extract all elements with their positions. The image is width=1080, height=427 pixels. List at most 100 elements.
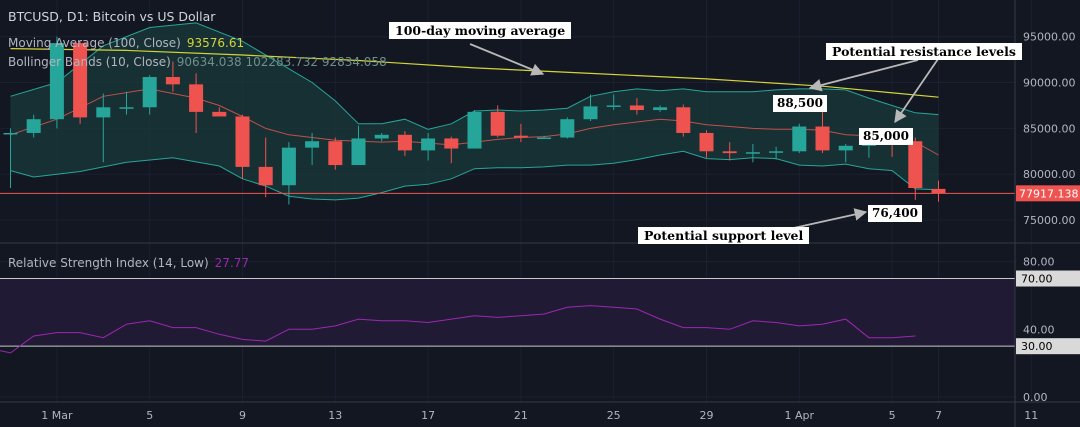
candle-body-1 <box>26 119 41 133</box>
candle-2 <box>49 36 64 129</box>
ma-legend-value: 93576.61 <box>186 36 245 50</box>
arrow-ma100 <box>469 43 545 76</box>
resistance-88500-label: 88,500 <box>773 95 827 112</box>
time-tick-label: 29 <box>700 409 714 422</box>
candle-11 <box>258 137 273 198</box>
rsi-legend-value: 27.77 <box>214 256 250 270</box>
candle-body-36 <box>838 145 853 151</box>
price-tick-label: 80000.00 <box>1023 168 1076 181</box>
rsi-legend: Relative Strength Index (14, Low) 27.77 <box>8 256 249 270</box>
candle-21 <box>490 105 505 138</box>
arrow-resistance-85000 <box>894 58 939 124</box>
candle-body-32 <box>745 152 760 154</box>
moving-average <box>10 48 939 98</box>
time-tick-label: 25 <box>607 409 621 422</box>
candle-body-30 <box>699 132 714 152</box>
candle-body-0 <box>3 132 18 135</box>
candle-28 <box>653 105 668 112</box>
time-tick-label: 5 <box>889 409 896 422</box>
candle-body-31 <box>722 151 737 154</box>
candle-17 <box>397 131 412 156</box>
rsi-line <box>0 305 916 354</box>
time-tick-label: 9 <box>239 409 246 422</box>
ma-legend-label: Moving Average (100, Close) <box>8 36 181 50</box>
rsi-level-tag-label: 70.00 <box>1021 273 1053 286</box>
candle-1 <box>26 114 41 138</box>
candle-body-28 <box>653 107 668 111</box>
candle-7 <box>165 61 180 92</box>
candle-14 <box>328 137 343 170</box>
rsi-tick-label: 40.00 <box>1023 323 1055 336</box>
candle-body-22 <box>513 135 528 138</box>
candle-body-21 <box>490 111 505 136</box>
candle-25 <box>583 94 598 122</box>
candle-36 <box>838 143 853 163</box>
rsi-tick-label: 80.00 <box>1023 256 1055 269</box>
bb-upper-line <box>10 22 939 130</box>
candle-body-11 <box>258 166 273 186</box>
candle-18 <box>421 132 436 161</box>
candle-3 <box>73 41 88 124</box>
time-tick-label: 13 <box>328 409 342 422</box>
candle-12 <box>281 142 296 205</box>
time-tick-label: 21 <box>514 409 528 422</box>
resistance-85000-label: 85,000 <box>859 128 913 145</box>
arrow-resistance-88500 <box>808 59 919 92</box>
candle-22 <box>513 123 528 143</box>
rsi-polyline <box>0 305 916 354</box>
candle-33 <box>769 146 784 160</box>
price-tick-label: 75000.00 <box>1023 214 1076 227</box>
candle-body-20 <box>467 111 482 149</box>
support-annotation: Potential support level <box>638 227 810 244</box>
candle-20 <box>467 110 482 149</box>
candle-body-27 <box>629 105 644 111</box>
rsi-legend-label: Relative Strength Index (14, Low) <box>8 256 209 270</box>
price-tick-label: 90000.00 <box>1023 77 1076 90</box>
candle-32 <box>745 143 760 163</box>
candle-body-40 <box>931 188 946 194</box>
candle-15 <box>351 125 366 166</box>
candle-40 <box>931 180 946 202</box>
candle-body-35 <box>815 126 830 151</box>
candle-34 <box>792 123 807 154</box>
candle-body-13 <box>305 141 320 148</box>
time-tick-label: 1 Apr <box>785 409 815 422</box>
candle-16 <box>374 132 389 142</box>
candle-body-26 <box>606 105 621 107</box>
candle-body-18 <box>421 138 436 151</box>
candle-body-8 <box>189 84 204 112</box>
candle-body-6 <box>142 77 157 108</box>
candle-8 <box>189 73 204 133</box>
candle-body-29 <box>676 107 691 133</box>
candle-29 <box>676 104 691 137</box>
time-tick-label: 5 <box>146 409 153 422</box>
candle-body-25 <box>583 106 598 120</box>
rsi-level-tag-label: 30.00 <box>1021 340 1053 353</box>
current-price-tag <box>1016 185 1080 202</box>
candles <box>3 36 946 205</box>
candle-26 <box>606 94 621 111</box>
candle-body-3 <box>73 43 88 118</box>
candle-body-17 <box>397 134 412 151</box>
candle-body-24 <box>560 119 575 138</box>
candle-9 <box>212 107 227 117</box>
candle-24 <box>560 117 575 139</box>
time-tick-label: 11 <box>1024 409 1038 422</box>
time-tick-label: 7 <box>935 409 942 422</box>
candle-31 <box>722 142 737 161</box>
candle-6 <box>142 75 157 115</box>
candle-body-23 <box>537 137 552 140</box>
time-tick-label: 1 Mar <box>41 409 73 422</box>
candle-30 <box>699 130 714 158</box>
bb-basis-line <box>10 88 939 156</box>
price-tick-label: 95000.00 <box>1023 31 1076 44</box>
candle-body-10 <box>235 116 250 167</box>
candle-body-7 <box>165 77 180 85</box>
current-price-tag-label: 77917.138 <box>1019 187 1079 200</box>
bb-legend: Bollinger Bands (10, Close) 90634.038 102… <box>8 55 387 69</box>
candle-27 <box>629 98 644 115</box>
candle-body-39 <box>908 141 923 188</box>
candle-4 <box>96 93 111 163</box>
candle-19 <box>444 136 459 164</box>
